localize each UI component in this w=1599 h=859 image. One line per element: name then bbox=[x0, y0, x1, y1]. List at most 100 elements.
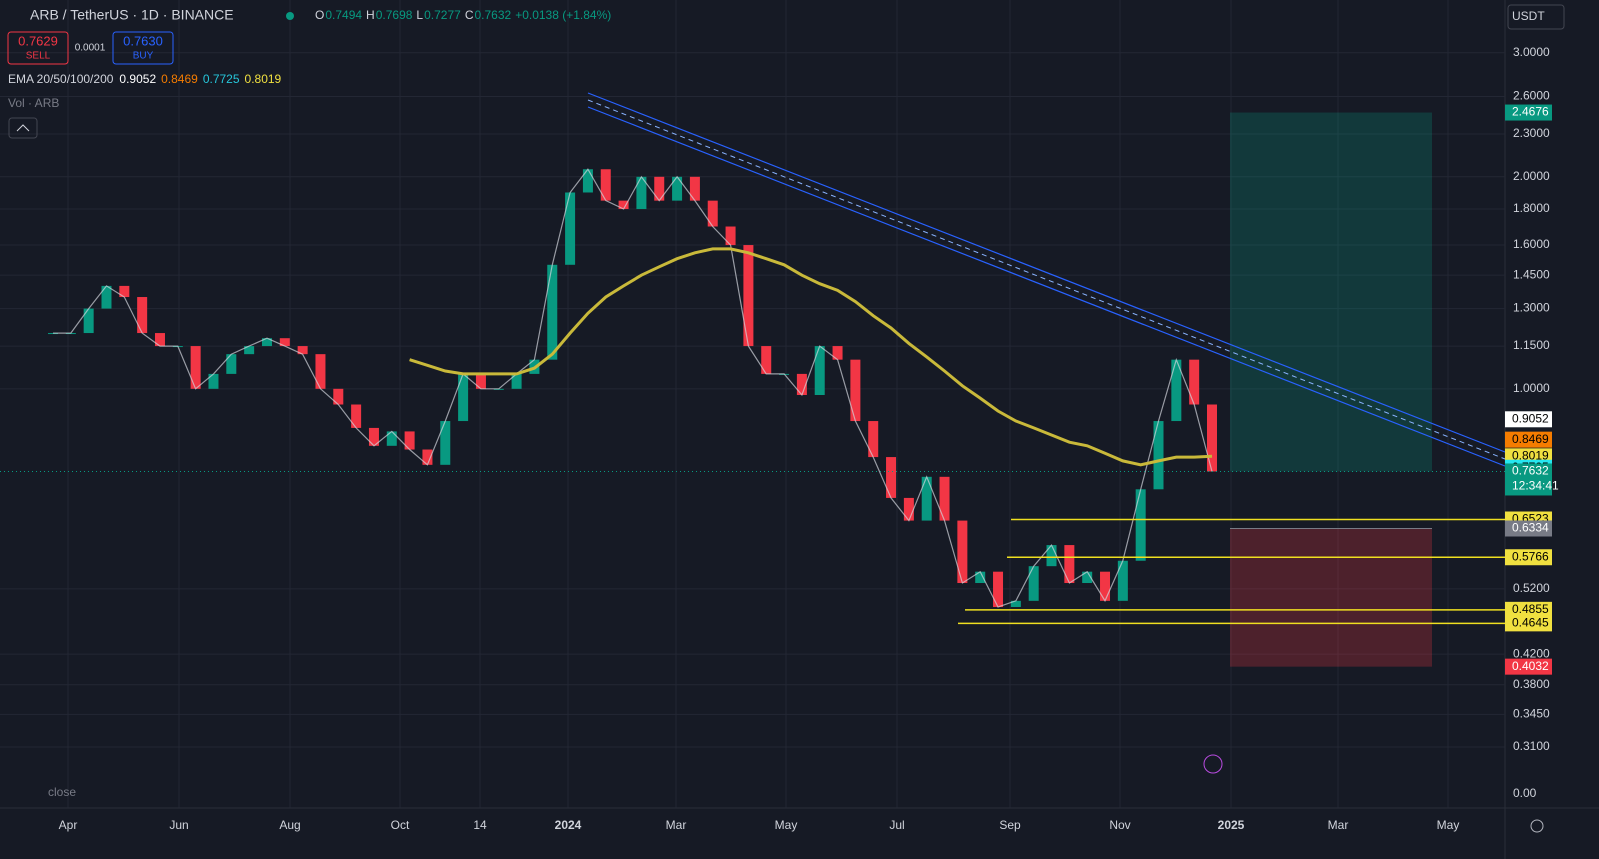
candle bbox=[351, 404, 362, 428]
price-tag bbox=[1505, 549, 1552, 566]
price-tag bbox=[1505, 520, 1552, 537]
sell-button[interactable] bbox=[7, 31, 69, 65]
price-tag-label: 0.5766 bbox=[1512, 549, 1549, 563]
trend-channel bbox=[587, 92, 1506, 467]
ohlc-value: 0.7494 bbox=[325, 8, 362, 22]
collapse-button[interactable] bbox=[8, 117, 38, 139]
settings-icon[interactable] bbox=[1530, 819, 1544, 833]
x-tick-label: Apr bbox=[59, 818, 78, 832]
price-line bbox=[53, 168, 1213, 608]
candle bbox=[850, 359, 861, 422]
y-tick-label: 1.3000 bbox=[1513, 301, 1550, 315]
price-tag-label: 0.4855 bbox=[1512, 602, 1549, 616]
y-tick-label: 1.0000 bbox=[1513, 381, 1550, 395]
candle bbox=[226, 354, 237, 374]
ohlc-key: C bbox=[465, 8, 474, 22]
candle bbox=[707, 200, 718, 227]
footer-text: close bbox=[48, 785, 76, 799]
indicator-value: 0.8469 bbox=[161, 72, 198, 86]
price-tag-label: 0.8469 bbox=[1512, 432, 1549, 446]
price-tag-label: 0.7632 bbox=[1512, 464, 1549, 478]
ema-line bbox=[409, 247, 1213, 467]
candle bbox=[600, 169, 611, 201]
x-tick-label: 14 bbox=[473, 818, 487, 832]
candle bbox=[458, 373, 469, 422]
candle bbox=[921, 476, 932, 521]
ohlc-value: 0.7698 bbox=[376, 8, 413, 22]
buy-label: BUY bbox=[133, 51, 154, 62]
candle bbox=[244, 346, 255, 355]
y-tick-label: 0.3450 bbox=[1513, 707, 1550, 721]
y-tick-label: 1.1500 bbox=[1513, 338, 1550, 352]
candle bbox=[154, 333, 165, 347]
y-tick-label: 1.4500 bbox=[1513, 267, 1550, 281]
countdown: 12:34:41 bbox=[1512, 479, 1559, 493]
candle bbox=[279, 338, 290, 347]
currency: USDT bbox=[1512, 9, 1545, 23]
price-tag bbox=[1505, 658, 1552, 675]
y-tick-label: 0.5200 bbox=[1513, 581, 1550, 595]
ohlc-value: 0.7632 bbox=[474, 8, 511, 22]
y-tick-label: 1.8000 bbox=[1513, 201, 1550, 215]
loss-zone bbox=[1230, 528, 1432, 667]
price-tag bbox=[1505, 463, 1552, 496]
candle bbox=[1135, 489, 1146, 561]
ohlc-key: L bbox=[416, 8, 423, 22]
ohlc-value: 0.7277 bbox=[424, 8, 461, 22]
y-tick-label: 0.4200 bbox=[1513, 646, 1550, 660]
candle bbox=[422, 449, 433, 465]
y-tick-label: 2.6000 bbox=[1513, 89, 1550, 103]
candle bbox=[939, 476, 950, 521]
ohlc-key: O bbox=[315, 8, 324, 22]
price-tag bbox=[1505, 431, 1552, 448]
indicator-value: 0.9052 bbox=[119, 72, 156, 86]
symbol: ARB / TetherUS · 1D · BINANCE bbox=[30, 7, 234, 23]
candle bbox=[261, 338, 272, 347]
x-tick-label: Oct bbox=[391, 818, 410, 832]
sell-price: 0.7629 bbox=[18, 33, 58, 48]
candle bbox=[636, 176, 647, 210]
x-tick-label: May bbox=[775, 818, 798, 832]
candle bbox=[689, 176, 700, 201]
candle bbox=[886, 457, 897, 498]
profit-zone bbox=[1230, 112, 1432, 472]
candle bbox=[832, 346, 843, 360]
y-tick-label: 0.00 bbox=[1513, 786, 1537, 800]
candle bbox=[1046, 545, 1057, 567]
candle bbox=[511, 373, 522, 389]
x-tick-label: May bbox=[1437, 818, 1460, 832]
candle bbox=[672, 176, 683, 201]
candle bbox=[796, 373, 807, 395]
x-tick-label: 2025 bbox=[1218, 818, 1245, 832]
y-tick-label: 0.3800 bbox=[1513, 677, 1550, 691]
currency-button[interactable] bbox=[1507, 4, 1565, 30]
price-tag bbox=[1505, 615, 1552, 632]
x-tick-label: Jul bbox=[889, 818, 904, 832]
volume-label: Vol · ARB bbox=[8, 96, 59, 110]
candle bbox=[975, 571, 986, 584]
x-tick-label: Sep bbox=[999, 818, 1021, 832]
candle bbox=[1153, 421, 1164, 490]
channel-top bbox=[587, 92, 1506, 453]
buy-price: 0.7630 bbox=[123, 33, 163, 48]
candle bbox=[83, 308, 94, 334]
indicator: EMA 20/50/100/200 0.9052 0.8469 0.7725 0.801… bbox=[8, 72, 282, 86]
x-tick-label: Jun bbox=[169, 818, 188, 832]
buy-button[interactable] bbox=[112, 31, 174, 65]
candle bbox=[119, 285, 130, 298]
position bbox=[1230, 112, 1432, 667]
x-tick-label: Mar bbox=[1328, 818, 1349, 832]
candle bbox=[654, 176, 665, 201]
indicator-value: 0.7725 bbox=[203, 72, 240, 86]
sell-label: SELL bbox=[26, 51, 51, 62]
event-icon[interactable] bbox=[1203, 754, 1223, 774]
candle bbox=[190, 346, 201, 389]
price-tag bbox=[1505, 601, 1552, 618]
ohlc-key: H bbox=[366, 8, 375, 22]
indicator-name: EMA 20/50/100/200 bbox=[8, 72, 114, 86]
indicator-value: 0.8019 bbox=[245, 72, 282, 86]
price-tag-label: 2.4676 bbox=[1512, 105, 1549, 119]
candle bbox=[1207, 404, 1217, 472]
candle bbox=[1028, 566, 1039, 601]
